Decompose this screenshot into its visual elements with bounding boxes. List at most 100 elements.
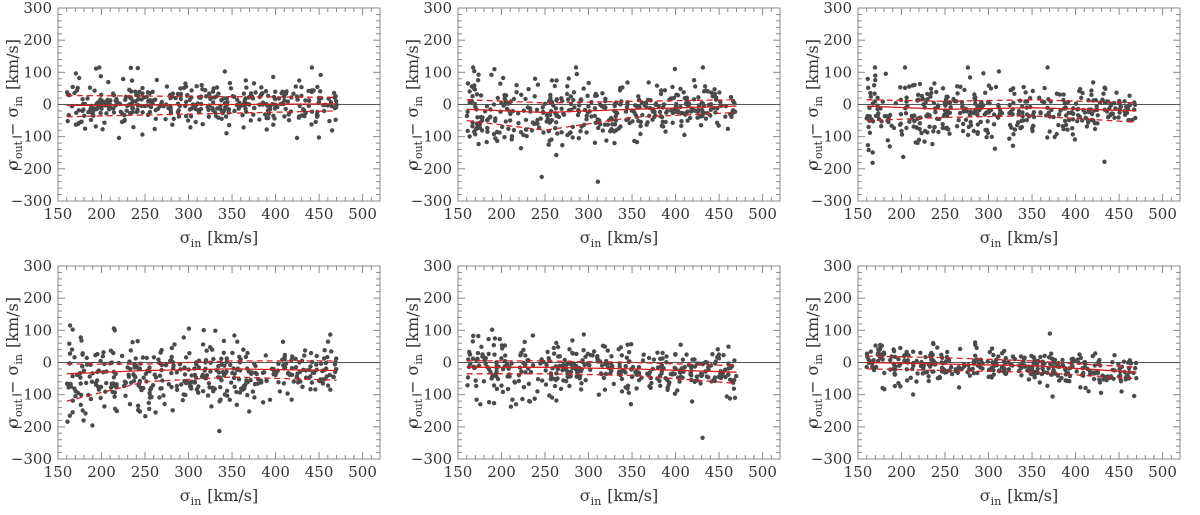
data-point <box>611 381 616 387</box>
data-point <box>534 107 540 113</box>
data-point <box>868 90 873 96</box>
data-point <box>173 95 178 101</box>
data-point <box>680 357 686 362</box>
data-point <box>1012 356 1017 362</box>
data-point <box>108 385 114 390</box>
data-point <box>148 394 153 399</box>
data-point <box>1101 91 1106 96</box>
data-point <box>910 83 915 88</box>
data-point <box>679 119 684 124</box>
data-point <box>549 118 554 123</box>
data-point <box>730 109 735 114</box>
data-point <box>489 327 495 332</box>
fit-line-upper <box>66 360 337 365</box>
data-point <box>586 80 591 86</box>
data-point <box>1092 126 1098 132</box>
data-point <box>692 357 697 362</box>
data-point <box>578 387 584 392</box>
data-point <box>971 361 977 366</box>
data-point <box>1021 84 1026 90</box>
data-point <box>1007 111 1012 116</box>
x-tick-label: 400 <box>1061 463 1090 481</box>
data-point <box>1038 354 1043 360</box>
data-point <box>83 411 88 416</box>
data-point <box>259 91 264 96</box>
data-point <box>661 124 666 129</box>
data-point <box>526 381 532 386</box>
data-point <box>991 372 996 377</box>
data-point <box>647 113 652 119</box>
data-point <box>271 372 276 377</box>
data-point <box>592 93 598 99</box>
data-point <box>112 394 117 399</box>
data-point <box>126 372 131 377</box>
data-point <box>651 357 657 362</box>
data-point <box>241 125 246 130</box>
data-point <box>902 65 908 70</box>
data-point <box>521 385 527 390</box>
data-point <box>313 387 318 392</box>
x-tick-label: 350 <box>618 463 647 481</box>
data-point <box>171 116 176 122</box>
data-point <box>584 130 589 135</box>
data-point <box>577 103 582 108</box>
data-point <box>1045 383 1050 388</box>
data-point <box>1102 100 1108 105</box>
data-point <box>889 123 894 128</box>
x-tick-label: 350 <box>618 205 647 223</box>
data-point <box>915 140 920 146</box>
data-point <box>479 128 485 133</box>
data-point <box>102 120 107 125</box>
data-point <box>483 355 488 361</box>
data-point <box>548 95 553 101</box>
data-point <box>1075 357 1080 362</box>
data-point <box>90 108 95 114</box>
data-point <box>1018 354 1024 359</box>
data-point <box>891 347 896 352</box>
data-point <box>519 92 524 98</box>
fit-line-mean <box>66 368 337 375</box>
data-point <box>540 105 545 110</box>
data-point <box>1078 385 1083 390</box>
data-point <box>567 383 572 389</box>
data-point <box>1124 373 1130 378</box>
data-point <box>316 135 322 140</box>
data-point <box>332 106 337 111</box>
data-point <box>1127 102 1132 108</box>
data-point <box>928 86 934 92</box>
data-point <box>211 100 216 105</box>
data-point <box>947 110 953 116</box>
data-point <box>169 384 174 390</box>
data-point <box>476 72 481 77</box>
data-point <box>68 384 74 389</box>
data-point <box>704 360 710 365</box>
data-point <box>243 106 248 112</box>
data-point <box>698 381 703 386</box>
data-point <box>1007 136 1012 141</box>
data-point <box>1023 99 1028 104</box>
data-point <box>88 117 94 123</box>
data-point <box>147 365 152 370</box>
data-point <box>565 84 570 89</box>
data-point <box>253 370 258 376</box>
data-point <box>898 85 903 90</box>
data-point <box>300 384 305 389</box>
x-axis-label: σin [km/s] <box>180 486 258 508</box>
data-point <box>893 101 898 106</box>
scatter-panel-top-center: 150 200 250 300 350 400 450 500 −300 −200 −100 0 100… <box>400 0 800 253</box>
data-point <box>660 119 665 125</box>
data-point <box>503 98 508 103</box>
x-axis-label: σin [km/s] <box>980 486 1058 508</box>
data-point <box>609 354 614 359</box>
data-point <box>223 114 229 119</box>
data-point <box>1080 373 1086 378</box>
data-point <box>723 367 728 372</box>
data-point <box>571 90 577 95</box>
data-point <box>211 389 216 394</box>
data-point <box>960 128 966 134</box>
data-point <box>85 96 90 101</box>
data-point <box>989 134 994 139</box>
data-point <box>554 340 559 346</box>
data-point <box>495 95 500 101</box>
data-point <box>472 101 477 107</box>
